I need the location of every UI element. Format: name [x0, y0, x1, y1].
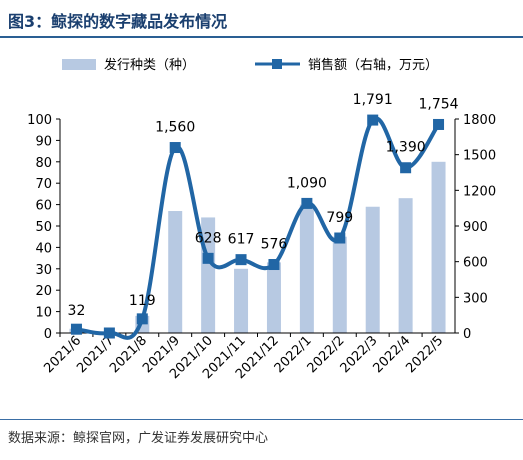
line-point-2022/2: [334, 232, 346, 244]
line-point-2022/3: [367, 114, 379, 126]
line-point-2022/5: [433, 118, 445, 130]
line-point-2021/6: [70, 323, 82, 335]
figure-title: 图3：鲸探的数字藏品发布情况: [8, 12, 228, 31]
y-left-tick-label: 0: [44, 327, 52, 342]
data-label-2021/10: 628: [195, 230, 222, 246]
data-label-2021/8: 119: [129, 293, 156, 309]
line-series: [70, 114, 445, 340]
y-right-tick-label: 900: [463, 220, 488, 235]
line-point-2021/7: [103, 327, 115, 339]
title-divider: [0, 36, 523, 38]
line-point-2021/8: [136, 313, 148, 325]
y-left-tick-label: 40: [35, 241, 52, 256]
line-point-2021/12: [268, 259, 280, 271]
data-labels: 32 119 1,560 628 617 576 1,090 799 1,791 1,390 1,7…: [68, 92, 459, 319]
bar-2022/5: [431, 161, 446, 333]
chart-legend: 发行种类（种） 销售额（右轴，万元）: [62, 57, 438, 73]
bar-2022/3: [365, 206, 380, 333]
data-label-2022/2: 799: [326, 210, 353, 226]
legend-marker-line: [272, 59, 282, 69]
bar-2022/1: [299, 204, 314, 333]
y-left-tick-label: 70: [35, 177, 52, 192]
source-note: 数据来源：鲸探官网，广发证券发展研究中心: [8, 431, 269, 446]
combo-chart: 发行种类（种） 销售额（右轴，万元） 0 10 20 30 40 50 60 70 80 90 100…: [27, 57, 496, 382]
data-label-2022/1: 1,090: [287, 175, 327, 191]
bar-2021/11: [234, 268, 249, 333]
y-left-tick-label: 50: [35, 220, 52, 235]
bar-2021/9: [168, 211, 183, 333]
bar-2022/2: [332, 236, 347, 333]
x-tick-label: 2022/5: [403, 333, 446, 376]
footer-divider: [0, 419, 523, 420]
line-point-2021/9: [169, 142, 181, 154]
data-label-2022/3: 1,791: [353, 92, 393, 108]
line-point-2021/10: [202, 252, 214, 264]
y-left-tick-label: 90: [35, 134, 52, 149]
legend-label-line: 销售额（右轴，万元）: [308, 57, 438, 73]
data-label-2022/5: 1,754: [418, 96, 458, 112]
line-point-2021/11: [235, 254, 247, 266]
y-left-tick-label: 80: [35, 156, 52, 171]
legend-label-bar: 发行种类（种）: [104, 57, 195, 73]
line-point-2022/1: [301, 197, 313, 209]
y-right-tick-label: 600: [463, 256, 488, 271]
data-label-2022/4: 1,390: [386, 140, 426, 156]
y-left-tick-label: 10: [35, 306, 52, 321]
y-left-tick-label: 20: [35, 284, 52, 299]
data-label-2021/11: 617: [228, 232, 255, 248]
y-right-tick-label: 1500: [463, 149, 496, 164]
figure-header: 图3：鲸探的数字藏品发布情况: [0, 0, 523, 38]
bar-2021/12: [266, 262, 281, 333]
line-point-2022/4: [400, 162, 412, 174]
legend-swatch-bar: [62, 59, 96, 70]
y-left-tick-label: 30: [35, 263, 52, 278]
y-left-tick-label: 60: [35, 199, 52, 214]
data-label-2021/6: 32: [68, 303, 86, 319]
y-right-tick-label: 1800: [463, 113, 496, 128]
y-right-tick-label: 0: [463, 327, 471, 342]
bar-series: [69, 161, 446, 333]
y-right-tick-label: 1200: [463, 184, 496, 199]
y-left-tick-label: 100: [27, 113, 52, 128]
data-label-2021/9: 1,560: [155, 120, 195, 136]
bar-2022/4: [398, 198, 413, 333]
data-label-2021/12: 576: [261, 237, 288, 253]
y-right-tick-label: 300: [463, 291, 488, 306]
